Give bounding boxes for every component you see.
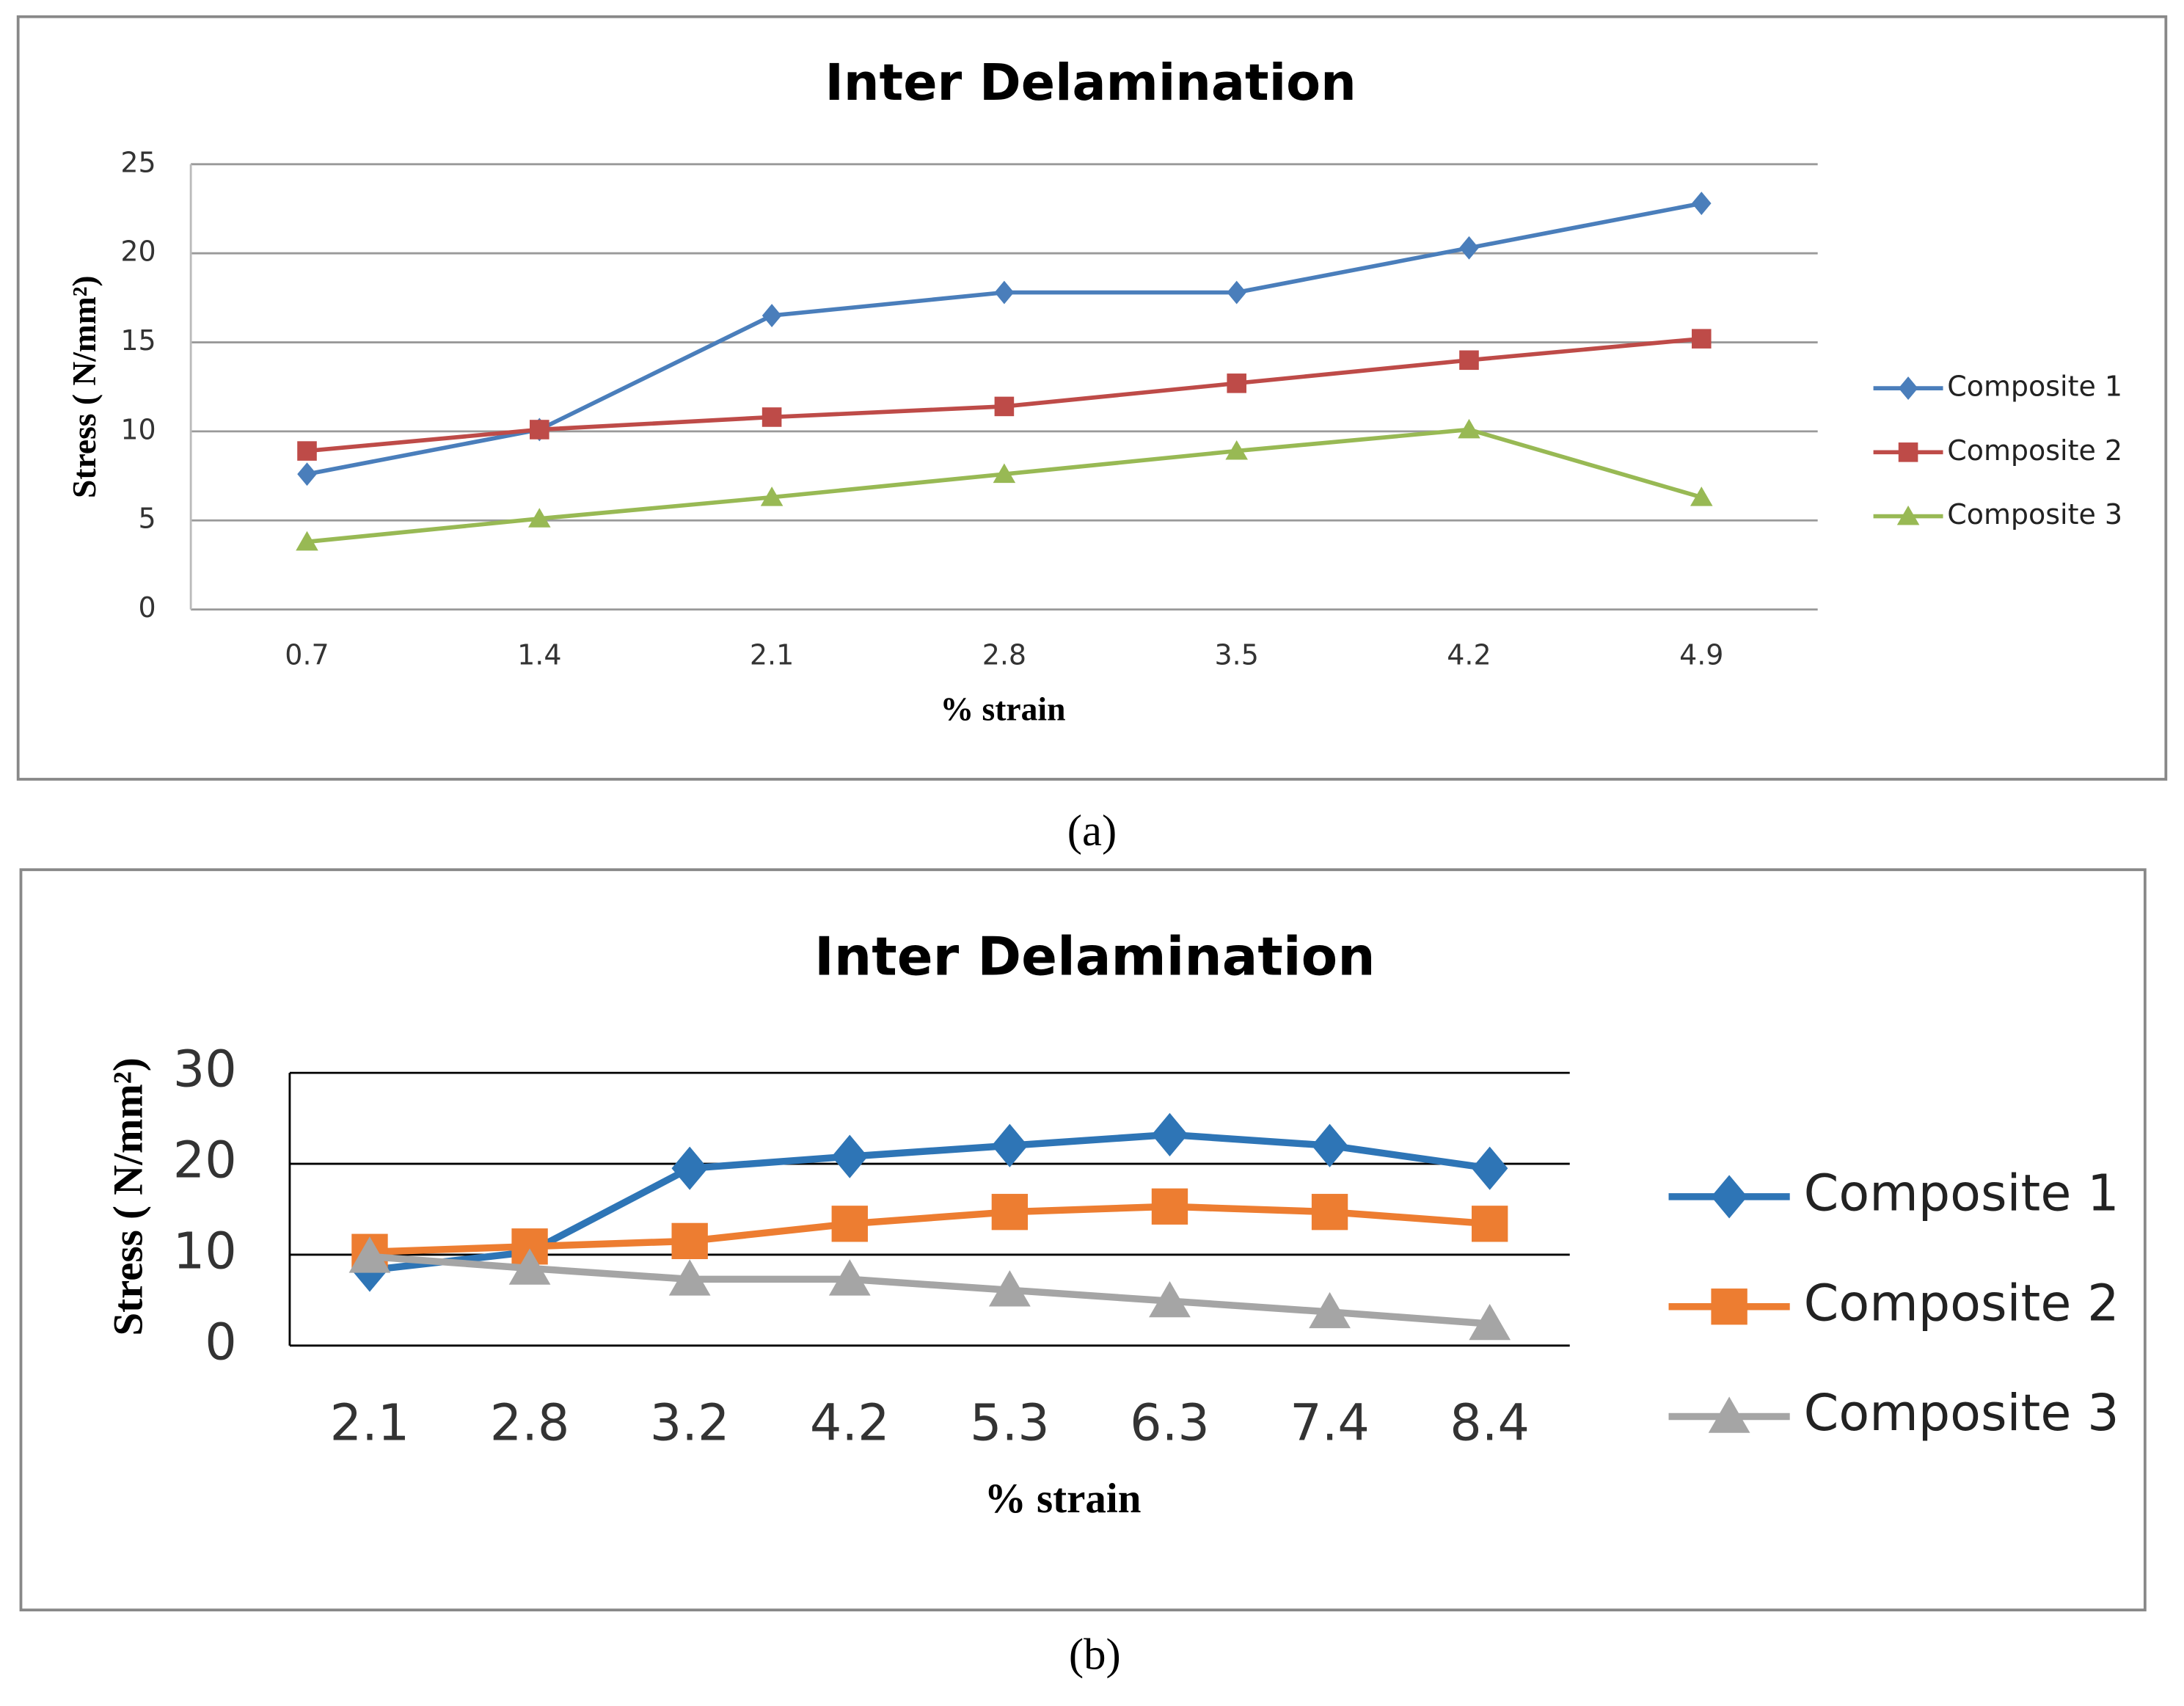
legend-marker (1711, 1288, 1747, 1325)
data-point (1691, 192, 1712, 216)
series-line (369, 1131, 1491, 1274)
data-point (671, 1222, 708, 1259)
x-tick-label: 4.2 (810, 1394, 890, 1452)
x-tick-label: 4.2 (1447, 639, 1491, 671)
y-tick-label: 0 (205, 1313, 236, 1371)
data-point (297, 441, 317, 461)
y-tick-label: 10 (173, 1223, 237, 1281)
data-point (1469, 1303, 1511, 1341)
legend-label: Composite 1 (1947, 371, 2122, 403)
y-axis-label: Stress ( N/mm²) (105, 1057, 151, 1335)
data-point (1459, 350, 1479, 371)
data-point (671, 1146, 708, 1190)
x-tick-label: 6.3 (1130, 1394, 1210, 1452)
data-point (297, 462, 317, 486)
data-point (994, 280, 1015, 305)
y-tick-label: 25 (120, 146, 156, 178)
data-point (1227, 373, 1246, 393)
series-line (307, 427, 1703, 544)
legend-marker (1708, 1396, 1750, 1433)
legend-marker (1896, 505, 1920, 525)
data-point (1471, 1146, 1508, 1190)
x-axis-label: % strain (985, 1476, 1142, 1522)
legend-label: Composite 3 (1947, 498, 2122, 531)
x-tick-label: 7.4 (1290, 1394, 1370, 1452)
x-tick-label: 8.4 (1450, 1394, 1530, 1452)
x-tick-label: 2.8 (982, 639, 1026, 671)
y-tick-label: 5 (138, 503, 156, 535)
data-point (1149, 1281, 1191, 1318)
y-axis-label: Stress ( N/mm²) (65, 275, 103, 497)
panel-label: (a) (1067, 806, 1117, 856)
data-point (762, 407, 782, 427)
y-tick-label: 10 (120, 413, 156, 445)
legend-label: Composite 2 (1947, 434, 2122, 467)
data-point (528, 508, 551, 528)
x-tick-label: 5.3 (970, 1394, 1050, 1452)
data-point (828, 1259, 871, 1296)
legend-label: Composite 1 (1804, 1164, 2119, 1222)
data-point (296, 531, 318, 551)
data-point (1690, 486, 1713, 506)
data-point (1225, 440, 1248, 460)
y-tick-label: 15 (120, 324, 156, 357)
panel-label: (b) (1069, 1630, 1121, 1679)
x-tick-label: 3.5 (1214, 639, 1258, 671)
y-tick-label: 0 (138, 591, 156, 624)
legend-marker (1898, 376, 1918, 401)
series-line (369, 1203, 1491, 1255)
data-point (668, 1259, 711, 1296)
x-tick-label: 2.1 (330, 1394, 410, 1452)
data-point (993, 463, 1016, 484)
chart-frame (16, 15, 2168, 781)
data-point (1459, 236, 1479, 260)
data-point (1311, 1194, 1348, 1231)
y-tick-label: 30 (173, 1041, 237, 1099)
data-point (348, 1236, 391, 1273)
x-tick-label: 4.9 (1679, 639, 1723, 671)
x-tick-label: 3.2 (650, 1394, 730, 1452)
data-point (762, 304, 782, 328)
data-point (1311, 1123, 1348, 1167)
data-point (988, 1270, 1031, 1307)
data-point (991, 1194, 1029, 1231)
data-point (831, 1206, 868, 1242)
legend-marker (1711, 1175, 1747, 1219)
y-tick-label: 20 (120, 236, 156, 268)
chart-frame (19, 868, 2147, 1612)
series-line (369, 1253, 1491, 1327)
x-axis-label: % strain (941, 690, 1066, 727)
x-tick-label: 0.7 (285, 639, 329, 671)
legend-label: Composite 2 (1804, 1275, 2119, 1333)
data-point (760, 486, 784, 506)
data-point (1458, 418, 1480, 439)
legend-marker (1898, 442, 1918, 462)
data-point (1691, 329, 1712, 349)
data-point (991, 1123, 1029, 1167)
data-point (1151, 1188, 1188, 1225)
x-tick-label: 2.1 (750, 639, 794, 671)
data-point (1151, 1112, 1188, 1156)
data-point (1471, 1206, 1508, 1242)
chart-title: Inter Delamination (814, 927, 1376, 988)
data-point (1309, 1291, 1351, 1329)
data-point (831, 1134, 868, 1178)
data-point (508, 1248, 551, 1285)
chart-title: Inter Delamination (825, 54, 1356, 112)
data-point (1227, 280, 1246, 305)
legend-label: Composite 3 (1804, 1385, 2119, 1443)
data-point (994, 396, 1015, 417)
x-tick-label: 2.8 (490, 1394, 570, 1452)
data-point (530, 420, 549, 440)
x-tick-label: 1.4 (517, 639, 561, 671)
y-tick-label: 20 (173, 1132, 237, 1190)
